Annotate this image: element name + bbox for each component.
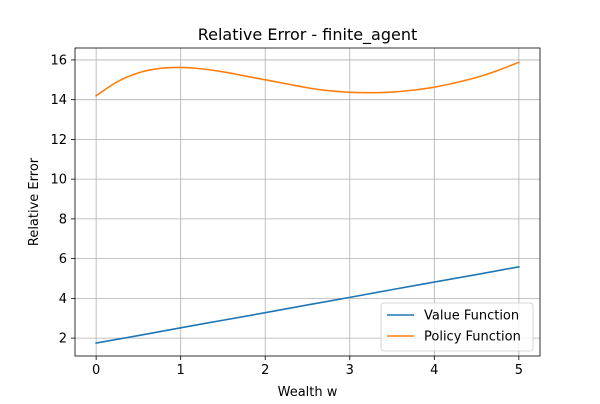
x-tick-label: 2 (261, 363, 269, 378)
x-tick-label: 4 (430, 363, 438, 378)
y-tick-label: 10 (50, 173, 67, 188)
legend-box (380, 302, 534, 352)
series-line-policy-function (95, 61, 520, 97)
x-tick-label: 0 (92, 363, 100, 378)
y-tick-label: 8 (59, 212, 67, 227)
y-tick-label: 4 (59, 292, 67, 307)
x-axis-label: Wealth w (278, 385, 338, 400)
legend: Value Function Policy Function (380, 302, 534, 352)
series-layer (95, 61, 520, 345)
x-tick-label: 1 (177, 363, 185, 378)
x-tick-label: 3 (346, 363, 354, 378)
grid-layer (75, 48, 540, 356)
y-tick-label: 12 (50, 133, 67, 148)
x-tick-label: 5 (515, 363, 523, 378)
y-tick-label: 16 (50, 53, 67, 68)
y-axis-label: Relative Error (27, 157, 42, 246)
y-tick-label: 6 (59, 252, 67, 267)
y-tick-label: 2 (59, 332, 67, 347)
legend-label-value-function: Value Function (424, 309, 519, 324)
y-tick-label: 14 (50, 93, 67, 108)
series-line-value-function (95, 265, 520, 345)
plot-frame (74, 47, 541, 357)
legend-label-policy-function: Policy Function (424, 330, 521, 345)
chart-title: Relative Error - finite_agent (198, 25, 418, 45)
